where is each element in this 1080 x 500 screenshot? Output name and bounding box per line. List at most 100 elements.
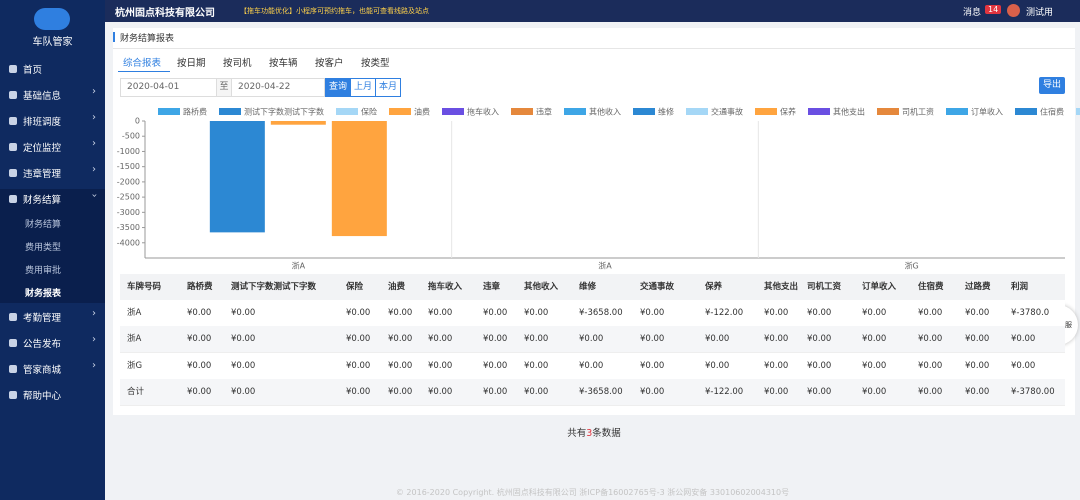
bar bbox=[270, 121, 326, 125]
column-header: 订单收入 bbox=[862, 282, 897, 292]
table-cell: ¥0.00 bbox=[346, 360, 371, 371]
tab[interactable]: 按类型 bbox=[361, 58, 390, 69]
table-cell: ¥0.00 bbox=[579, 334, 604, 345]
legend-swatch bbox=[633, 108, 655, 115]
table-cell: ¥0.00 bbox=[579, 360, 604, 371]
legend-label: 订单收入 bbox=[971, 107, 1003, 117]
table-cell: ¥0.00 bbox=[918, 386, 943, 397]
copyright: © 2016-2020 Copyright. 杭州固点科技有限公司 浙ICP备1… bbox=[395, 488, 790, 497]
menu-icon bbox=[9, 143, 17, 151]
submenu-item[interactable]: 财务结算 bbox=[25, 220, 62, 230]
legend-swatch bbox=[1076, 108, 1080, 115]
legend-swatch bbox=[946, 108, 968, 115]
tab[interactable]: 综合报表 bbox=[123, 58, 162, 69]
y-tick-label: -2000 bbox=[117, 177, 140, 186]
user[interactable]: 测试用 bbox=[1026, 8, 1054, 18]
table-cell: ¥0.00 bbox=[428, 360, 453, 371]
table-cell: ¥0.00 bbox=[187, 308, 212, 318]
menu-arrow: › bbox=[92, 86, 96, 97]
column-header: 车牌号码 bbox=[127, 282, 162, 292]
menu-item[interactable]: 定位监控 bbox=[23, 143, 62, 154]
this-month-button[interactable]: 本月 bbox=[375, 78, 401, 97]
notice[interactable]: 【拖车功能优化】小程序可预约拖车，也能可查看线路及站点 bbox=[240, 7, 429, 15]
bar bbox=[209, 121, 265, 233]
column-header: 保险 bbox=[346, 282, 364, 292]
table-cell: ¥0.00 bbox=[640, 334, 665, 345]
header: 杭州固点科技有限公司 【拖车功能优化】小程序可预约拖车，也能可查看线路及站点 消… bbox=[105, 0, 1080, 22]
company[interactable]: 杭州固点科技有限公司 bbox=[115, 8, 215, 19]
summary-suffix: 条数据 bbox=[592, 428, 621, 439]
menu-item[interactable]: 基础信息 bbox=[23, 91, 62, 102]
table-row-bg bbox=[120, 378, 1065, 406]
tab[interactable]: 按日期 bbox=[177, 58, 206, 69]
y-tick-label: 0 bbox=[135, 117, 140, 126]
end-date[interactable]: 2020-04-22 bbox=[231, 78, 325, 97]
table-cell: 浙A bbox=[127, 334, 142, 345]
legend-label: 违章 bbox=[536, 107, 552, 117]
table-cell: ¥0.00 bbox=[965, 334, 990, 345]
column-header: 过路费 bbox=[965, 282, 991, 292]
table-cell: ¥0.00 bbox=[388, 386, 413, 397]
menu-icon bbox=[9, 91, 17, 99]
table-cell: ¥0.00 bbox=[524, 360, 549, 371]
legend-swatch bbox=[755, 108, 777, 115]
message-count[interactable]: 14 bbox=[985, 5, 1002, 14]
menu-item[interactable]: 排班调度 bbox=[23, 117, 62, 128]
menu-item[interactable]: 公告发布 bbox=[23, 339, 62, 350]
submenu-item[interactable]: 费用审批 bbox=[25, 266, 62, 276]
table-cell: 合计 bbox=[127, 386, 145, 397]
column-header: 保养 bbox=[705, 282, 723, 292]
legend-label: 保养 bbox=[780, 107, 796, 117]
legend-label: 其他收入 bbox=[589, 107, 621, 117]
table-cell: ¥0.00 bbox=[764, 360, 789, 371]
menu-icon bbox=[9, 339, 17, 347]
table-cell: ¥0.00 bbox=[862, 308, 887, 318]
table-cell: ¥0.00 bbox=[862, 386, 887, 397]
table-cell: ¥0.00 bbox=[807, 334, 832, 345]
menu-item[interactable]: 帮助中心 bbox=[23, 391, 62, 402]
submenu-item[interactable]: 费用类型 bbox=[25, 243, 62, 253]
menu-item[interactable]: 管家商城 bbox=[23, 365, 62, 376]
table-cell: ¥0.00 bbox=[965, 386, 990, 397]
legend-label: 测试下字数测试下字数 bbox=[244, 107, 324, 117]
legend-swatch bbox=[336, 108, 358, 115]
column-header: 拖车收入 bbox=[428, 282, 463, 292]
submenu-item[interactable]: 财务报表 bbox=[25, 289, 62, 299]
legend-swatch bbox=[219, 108, 241, 115]
table-cell: ¥0.00 bbox=[231, 308, 256, 318]
table-cell: ¥0.00 bbox=[388, 334, 413, 345]
y-tick-label: -1000 bbox=[117, 147, 140, 156]
menu-arrow: › bbox=[92, 112, 96, 123]
legend-swatch bbox=[808, 108, 830, 115]
legend-label: 住宿费 bbox=[1040, 107, 1064, 117]
tab[interactable]: 按司机 bbox=[223, 58, 252, 69]
table-cell: ¥0.00 bbox=[705, 334, 730, 345]
column-header: 交通事故 bbox=[640, 282, 675, 292]
menu-icon bbox=[9, 313, 17, 321]
y-tick-label: -2500 bbox=[117, 193, 140, 202]
menu-arrow: › bbox=[92, 164, 96, 175]
summary: 共有3条数据 bbox=[114, 425, 1074, 439]
table-cell: ¥0.00 bbox=[640, 360, 665, 371]
menu-item[interactable]: 财务结算 bbox=[23, 195, 62, 206]
menu-arrow: › bbox=[92, 360, 96, 371]
table-cell: ¥0.00 bbox=[428, 308, 453, 318]
menu-active-bg bbox=[0, 189, 105, 303]
column-header: 司机工资 bbox=[807, 282, 842, 292]
menu-item[interactable]: 考勤管理 bbox=[23, 313, 62, 324]
table-row-bg bbox=[120, 326, 1065, 354]
menu-arrow: › bbox=[92, 138, 96, 149]
menu-item[interactable]: 违章管理 bbox=[23, 169, 62, 180]
export-button[interactable]: 导出 bbox=[1039, 77, 1065, 94]
tab[interactable]: 按客户 bbox=[315, 58, 344, 69]
table-cell: ¥0.00 bbox=[187, 386, 212, 397]
avatar bbox=[1007, 4, 1020, 17]
legend-label: 油费 bbox=[414, 107, 430, 117]
tab[interactable]: 按车辆 bbox=[269, 58, 298, 69]
sidebar: 车队管家 首页 基础信息 › 排班调度 › 定位监控 › 违章管理 › 财务结算 › 财务结算 费用类型… bbox=[0, 0, 105, 500]
table-cell: ¥0.00 bbox=[862, 360, 887, 371]
menu-item[interactable]: 首页 bbox=[23, 65, 43, 76]
messages[interactable]: 消息 bbox=[963, 8, 982, 18]
tab-underline bbox=[118, 71, 170, 72]
